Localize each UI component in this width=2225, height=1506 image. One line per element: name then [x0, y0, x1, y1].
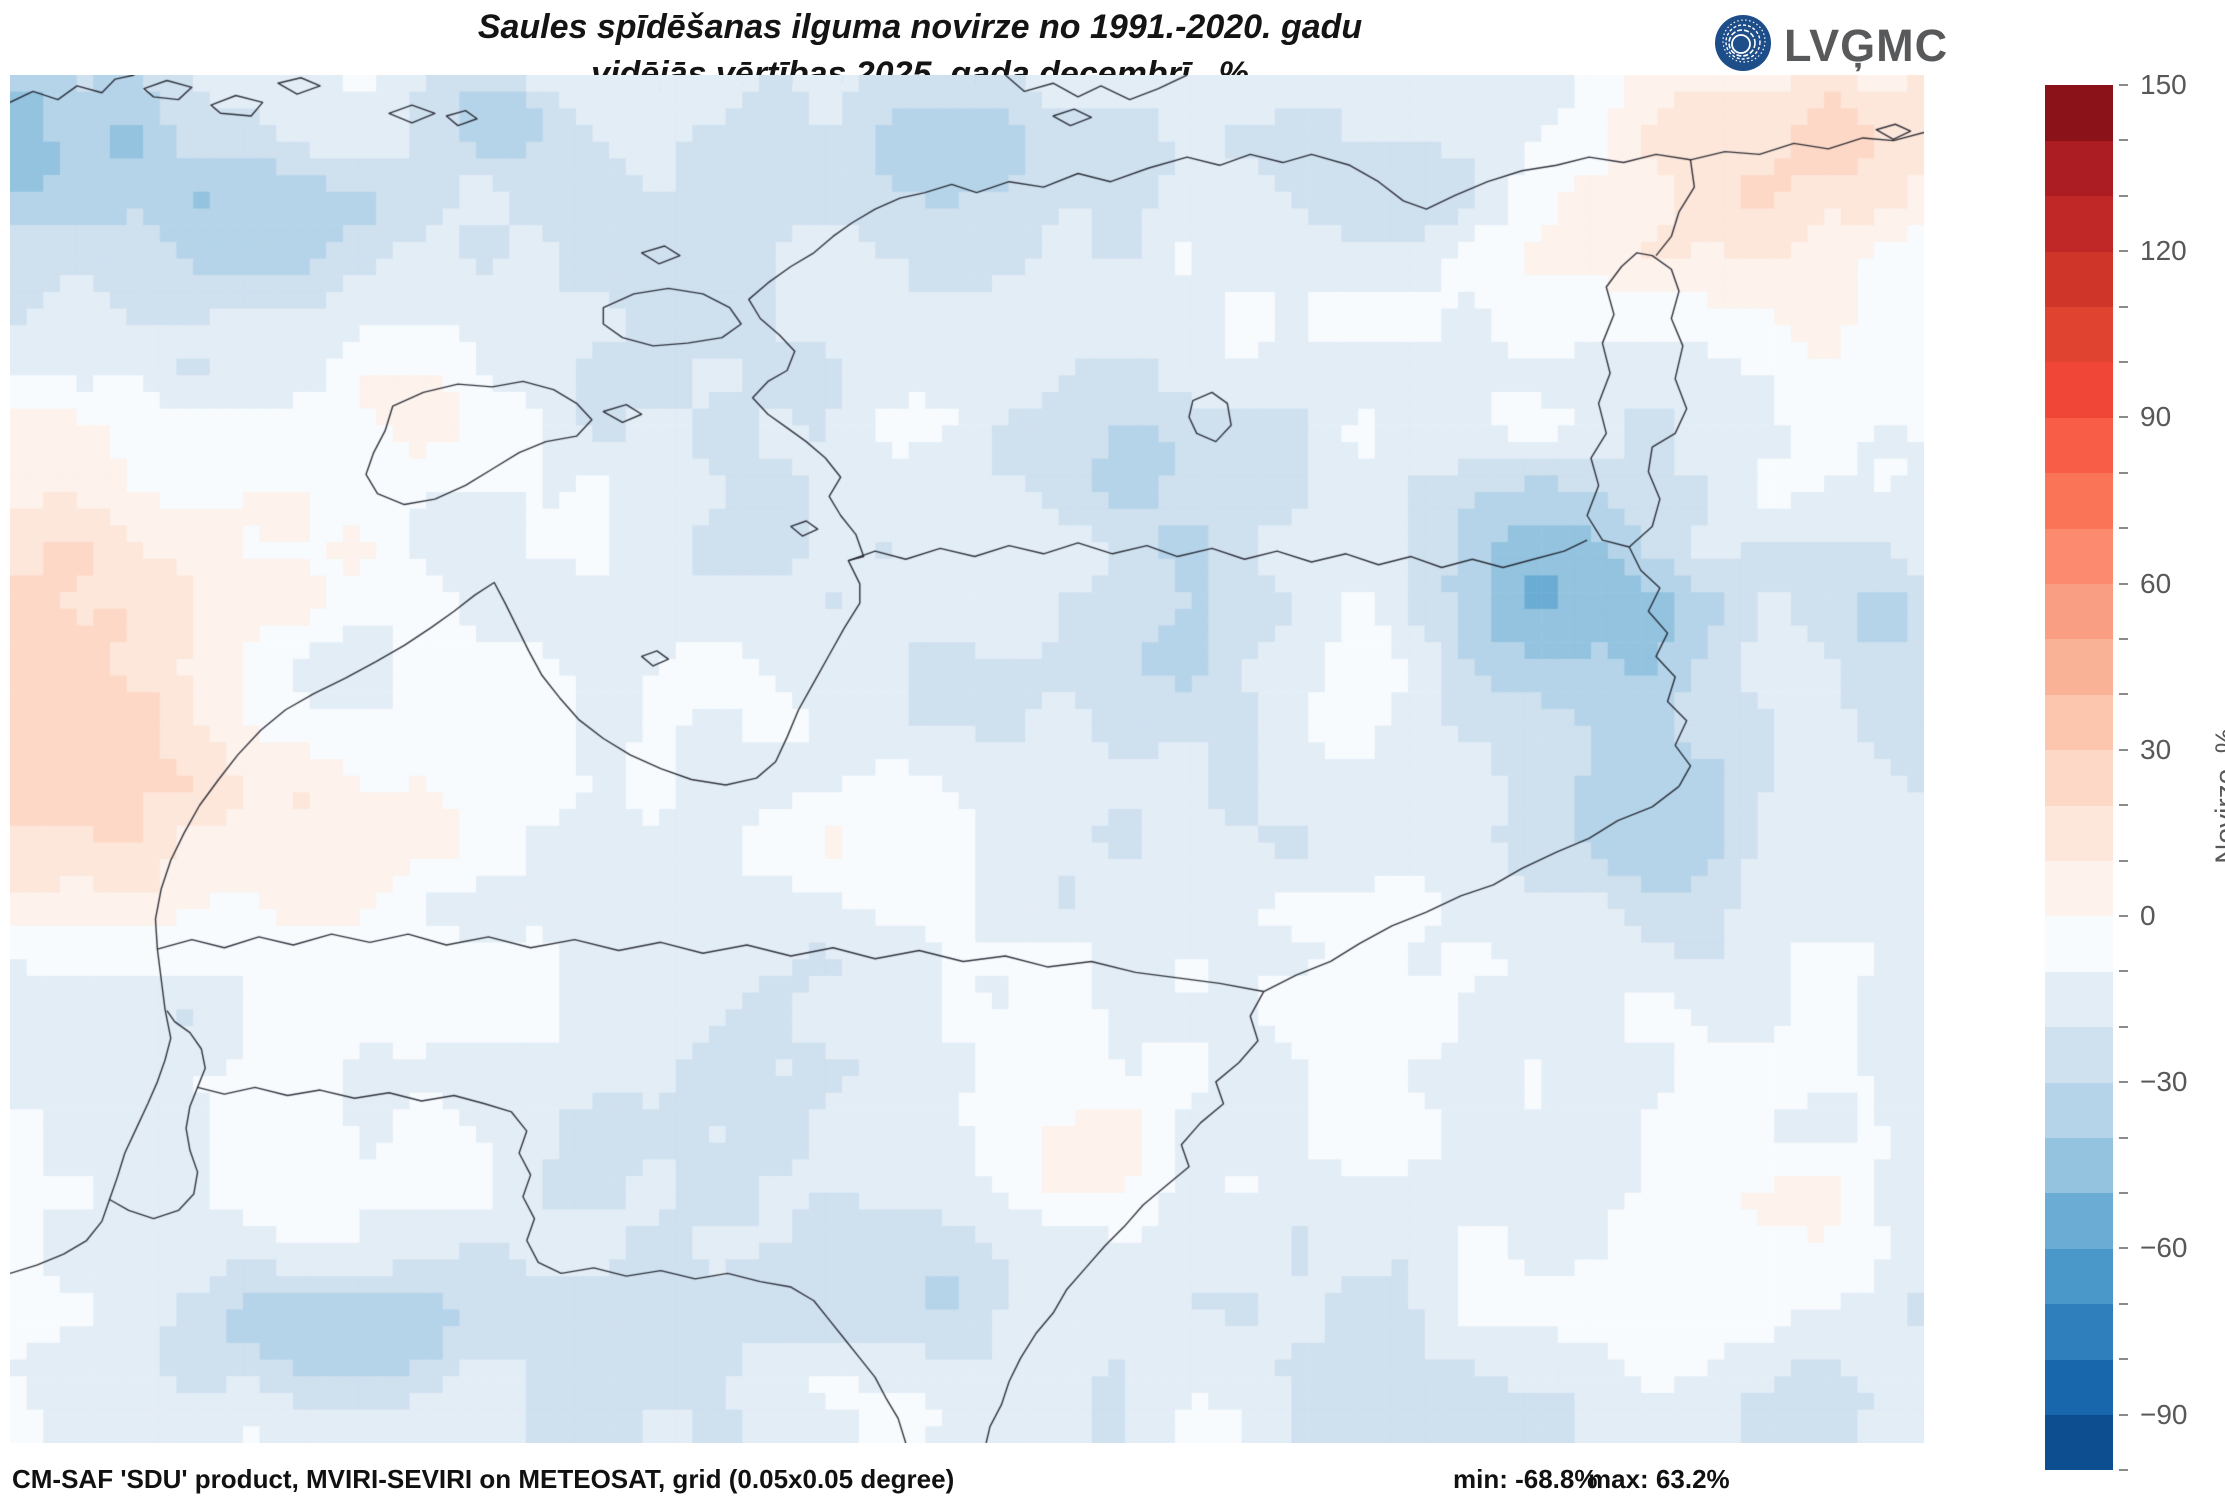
colorbar-tick	[2119, 416, 2128, 419]
colorbar-segment	[2045, 1248, 2113, 1305]
colorbar-segment	[2045, 1137, 2113, 1194]
colorbar-tick	[2119, 1192, 2128, 1194]
colorbar-tick	[2119, 582, 2128, 585]
colorbar-tick	[2119, 1358, 2128, 1361]
lvgmc-logo: LVĢMC	[1714, 14, 1948, 77]
colorbar-tick	[2119, 361, 2128, 363]
colorbar-tick	[2119, 84, 2128, 86]
colorbar-tick	[2119, 1025, 2128, 1028]
page-title: Saules spīdēšanas ilguma novirze no 1991…	[355, 4, 1485, 98]
min-value-label: min: -68.8%	[1453, 1464, 1598, 1494]
colorbar-segment	[2045, 1359, 2113, 1416]
colorbar-tick	[2119, 1469, 2128, 1471]
colorbar-segment	[2045, 417, 2113, 474]
colorbar-segment	[2045, 306, 2113, 363]
colorbar-segment	[2045, 1414, 2113, 1471]
colorbar-tick-label: 60	[2140, 567, 2172, 599]
colorbar-tick-label: 150	[2140, 69, 2187, 100]
colorbar-tick-label: −30	[2140, 1066, 2188, 1098]
colorbar-tick-label: −60	[2140, 1232, 2188, 1264]
colorbar-segment	[2045, 971, 2113, 1028]
data-source-caption: CM-SAF 'SDU' product, MVIRI-SEVIRI on ME…	[12, 1464, 955, 1494]
max-value-label: max: 63.2%	[1588, 1464, 1730, 1494]
lvgmc-logo-text: LVĢMC	[1784, 19, 1949, 71]
colorbar-segment	[2045, 860, 2113, 917]
colorbar-tick	[2119, 527, 2128, 530]
colorbar-tick	[2119, 970, 2128, 973]
colorbar-segment	[2045, 1193, 2113, 1249]
colorbar	[2045, 85, 2113, 1471]
colorbar-tick	[2119, 748, 2128, 751]
colorbar-tick	[2119, 638, 2128, 640]
colorbar-tick-label: 30	[2140, 733, 2172, 765]
colorbar-segment	[2045, 85, 2113, 141]
colorbar-segment	[2045, 528, 2113, 585]
colorbar-tick	[2119, 915, 2128, 917]
colorbar-tick	[2119, 471, 2128, 474]
colorbar-tick-label: 120	[2140, 235, 2187, 267]
colorbar-segment	[2045, 694, 2113, 751]
colorbar-segment	[2045, 140, 2113, 197]
colorbar-tick-label: 90	[2140, 401, 2172, 433]
country-borders-canvas	[10, 75, 1924, 1443]
title-line-1: Saules spīdēšanas ilguma novirze no 1991…	[477, 8, 1363, 46]
colorbar-tick	[2119, 804, 2128, 807]
colorbar-tick	[2119, 305, 2128, 308]
colorbar-segment	[2045, 583, 2113, 640]
colorbar-segment	[2045, 362, 2113, 418]
colorbar-segment	[2045, 1303, 2113, 1360]
colorbar-tick	[2119, 194, 2128, 197]
colorbar-tick	[2119, 1136, 2128, 1139]
lvgmc-logo-icon	[1714, 14, 1772, 77]
colorbar-segment	[2045, 916, 2113, 972]
colorbar-tick	[2119, 250, 2128, 253]
colorbar-tick	[2119, 859, 2128, 862]
colorbar-tick	[2119, 1247, 2128, 1250]
colorbar-tick-label: 0	[2140, 900, 2156, 931]
colorbar-tick	[2119, 693, 2128, 696]
colorbar-axis-label: Novirze, %	[2209, 728, 2225, 864]
colorbar-tick-label: −90	[2140, 1398, 2188, 1430]
colorbar-segment	[2045, 1026, 2113, 1083]
colorbar-segment	[2045, 805, 2113, 862]
colorbar-segment	[2045, 195, 2113, 252]
colorbar-segment	[2045, 251, 2113, 308]
colorbar-tick	[2119, 139, 2128, 142]
colorbar-segment	[2045, 749, 2113, 806]
colorbar-tick	[2119, 1302, 2128, 1305]
colorbar-tick	[2119, 1081, 2128, 1084]
colorbar-segment	[2045, 1082, 2113, 1139]
colorbar-segment	[2045, 639, 2113, 695]
colorbar-tick	[2119, 1413, 2128, 1416]
anomaly-map	[10, 75, 1924, 1443]
colorbar-segment	[2045, 472, 2113, 529]
